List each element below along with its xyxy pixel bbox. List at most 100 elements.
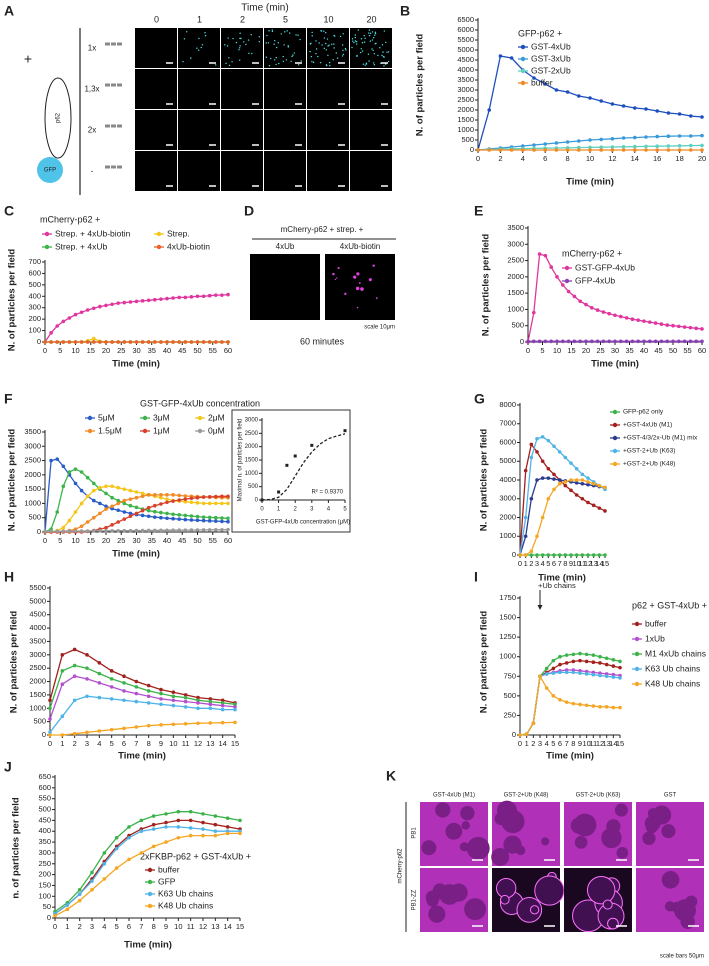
data-point bbox=[201, 495, 206, 499]
y-tick-label: 3500 bbox=[29, 636, 46, 645]
particle bbox=[356, 43, 358, 45]
data-point bbox=[574, 553, 579, 557]
micrograph-grid: GST-4xUb (M1) GST-2+Ub (K48) GST-2+Ub (K63… bbox=[420, 793, 704, 933]
data-point bbox=[220, 501, 224, 506]
legend-label: M1 4xUb chains bbox=[645, 648, 706, 658]
data-point bbox=[140, 340, 145, 344]
legend-marker bbox=[147, 891, 153, 897]
y-tick-label: 3500 bbox=[457, 75, 474, 84]
droplet bbox=[534, 875, 565, 906]
micrograph bbox=[350, 110, 392, 150]
particle bbox=[235, 41, 238, 44]
particle bbox=[266, 34, 268, 37]
time-label: 60 minutes bbox=[300, 336, 345, 346]
data-point bbox=[214, 528, 218, 532]
data-point bbox=[544, 666, 549, 671]
data-point bbox=[146, 340, 151, 344]
data-point bbox=[599, 137, 603, 142]
particle bbox=[311, 61, 313, 63]
particle bbox=[357, 29, 360, 31]
y-tick-label: 1000 bbox=[499, 652, 516, 661]
droplet bbox=[496, 877, 517, 899]
legend-label: Strep. + 4xUb bbox=[55, 241, 107, 251]
data-point bbox=[116, 485, 120, 490]
data-point bbox=[688, 325, 693, 330]
micrograph bbox=[221, 28, 263, 68]
data-point bbox=[569, 478, 573, 482]
data-point bbox=[677, 148, 682, 152]
droplet bbox=[449, 883, 468, 902]
data-point bbox=[653, 339, 658, 344]
y-tick-label: 2000 bbox=[507, 272, 524, 281]
data-point bbox=[146, 689, 151, 693]
legend-marker bbox=[634, 621, 640, 627]
data-point bbox=[572, 294, 577, 299]
x-tick-label: 50 bbox=[669, 346, 677, 355]
data-point bbox=[140, 508, 145, 513]
data-point bbox=[524, 732, 529, 737]
y-axis-label: Maximal n. of particles per field bbox=[238, 419, 244, 502]
y-tick-label: 1750 bbox=[499, 593, 516, 602]
x-tick-label: 55 bbox=[209, 536, 217, 545]
x-tick-label: 6 bbox=[127, 922, 131, 931]
y-tick-label: 100 bbox=[38, 891, 51, 900]
ub-icon bbox=[105, 83, 110, 87]
particle bbox=[368, 32, 370, 34]
particle bbox=[315, 48, 318, 50]
data-point bbox=[220, 527, 224, 532]
x-tick-label: 14 bbox=[223, 922, 231, 931]
data-point bbox=[159, 297, 163, 301]
data-point bbox=[233, 707, 237, 712]
particle bbox=[197, 49, 200, 51]
data-point bbox=[116, 340, 120, 344]
particle bbox=[297, 34, 299, 36]
particle bbox=[339, 35, 342, 38]
series-line bbox=[49, 664, 236, 709]
data-point bbox=[659, 322, 664, 326]
micrograph bbox=[264, 110, 306, 150]
data-point bbox=[48, 706, 52, 711]
data-point bbox=[611, 658, 616, 662]
legend-label: GFP bbox=[158, 876, 176, 886]
data-point bbox=[183, 528, 188, 532]
particle bbox=[185, 31, 188, 33]
data-point bbox=[171, 340, 175, 344]
data-point bbox=[128, 340, 133, 344]
data-point bbox=[260, 498, 264, 502]
data-point bbox=[636, 318, 640, 322]
data-point bbox=[110, 302, 114, 307]
data-point bbox=[171, 499, 175, 503]
y-tick-label: 5000 bbox=[457, 45, 474, 54]
data-point bbox=[128, 528, 133, 533]
series-line bbox=[54, 819, 241, 915]
data-point bbox=[189, 500, 194, 505]
series-line bbox=[519, 671, 621, 736]
droplet bbox=[421, 840, 437, 856]
data-point bbox=[633, 144, 637, 149]
panel-title: mCherry-p62 + strep. + bbox=[281, 225, 364, 234]
x-tick-label: 8 bbox=[147, 739, 151, 748]
data-point bbox=[110, 484, 114, 489]
data-point bbox=[196, 706, 200, 711]
data-point bbox=[624, 316, 629, 320]
data-point bbox=[226, 519, 230, 524]
particle bbox=[383, 30, 386, 32]
particle bbox=[341, 55, 344, 57]
droplet bbox=[428, 905, 446, 923]
y-tick-label: 1000 bbox=[507, 304, 524, 313]
data-point bbox=[557, 478, 562, 482]
micrograph bbox=[178, 110, 220, 150]
data-point bbox=[97, 661, 102, 665]
legend-label: buffer bbox=[158, 864, 180, 874]
data-point bbox=[61, 319, 66, 324]
data-point bbox=[153, 509, 157, 514]
micrograph bbox=[350, 28, 392, 68]
droplet bbox=[435, 802, 451, 818]
x-tick-label: 10 bbox=[553, 346, 561, 355]
droplet bbox=[674, 899, 696, 922]
legend-label: GST-2xUb bbox=[531, 65, 571, 75]
data-point bbox=[116, 501, 120, 506]
data-point bbox=[554, 148, 559, 152]
data-point bbox=[151, 814, 156, 818]
y-tick-label: 3000 bbox=[499, 494, 516, 503]
